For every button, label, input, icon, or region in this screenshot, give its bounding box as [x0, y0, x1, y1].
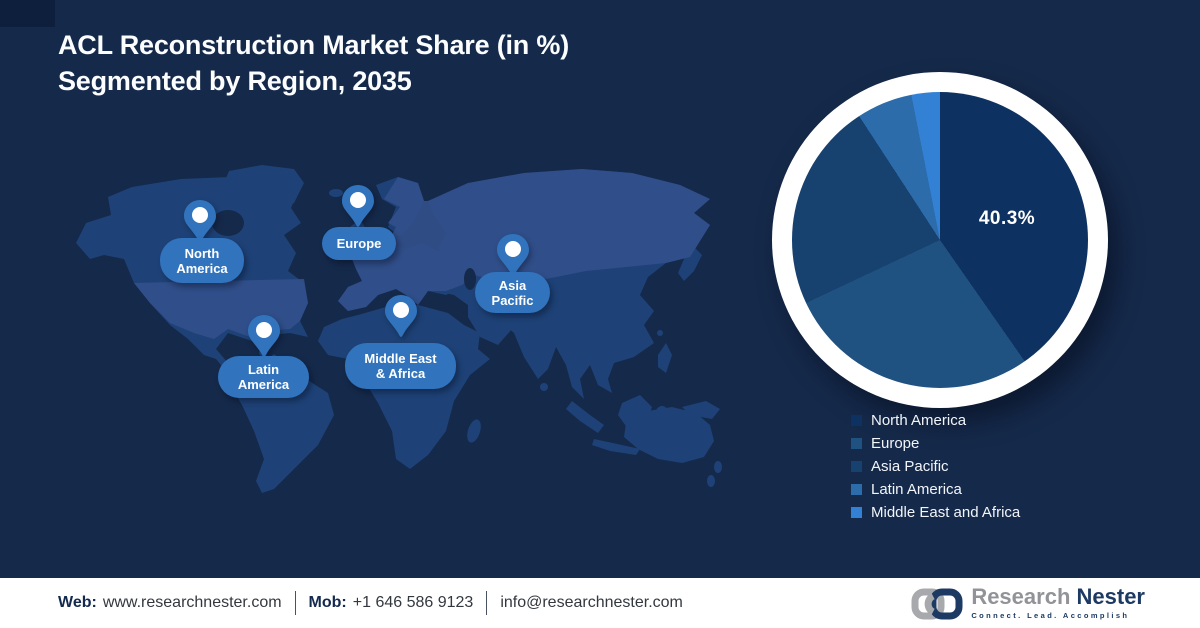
- legend-swatch-middle-east-africa: [851, 507, 862, 518]
- region-label-middle-east-africa: Middle East & Africa: [345, 343, 456, 389]
- pin-north-america: [184, 200, 216, 242]
- map-new-zealand-north: [714, 461, 722, 473]
- map-sumatra: [566, 401, 604, 433]
- region-label-latin-america: Latin America: [218, 356, 309, 398]
- logo-text-nester: Nester: [1076, 584, 1145, 609]
- legend-item-middle-east-africa: Middle East and Africa: [851, 505, 1020, 520]
- separator: [294, 591, 296, 615]
- pin-europe: [342, 185, 374, 227]
- mob-value: +1 646 586 9123: [352, 594, 474, 611]
- legend-label: North America: [871, 412, 967, 429]
- separator: [486, 591, 488, 615]
- map-japan: [678, 247, 702, 281]
- title-line-2: Segmented by Region, 2035: [58, 66, 412, 96]
- map-taiwan: [657, 330, 663, 336]
- legend-item-north-america: North America: [851, 413, 1020, 428]
- legend-label: Asia Pacific: [871, 458, 949, 475]
- contact-info: Web: www.researchnester.com Mob: +1 646 …: [58, 591, 683, 615]
- pie-chart-ring: [772, 72, 1108, 408]
- web-value: www.researchnester.com: [102, 594, 282, 611]
- legend-item-asia-pacific: Asia Pacific: [851, 459, 1020, 474]
- map-new-zealand-south: [707, 475, 715, 487]
- map-australia: [624, 407, 714, 463]
- logo-tagline: Connect. Lead. Accomplish: [971, 611, 1130, 620]
- logo-text-research: Research: [971, 584, 1071, 609]
- map-south-america: [230, 369, 334, 493]
- region-label-asia-pacific: Asia Pacific: [475, 272, 550, 313]
- map-caspian-sea: [464, 268, 476, 290]
- legend-swatch-asia-pacific: [851, 461, 862, 472]
- page-title: ACL Reconstruction Market Share (in %) S…: [58, 27, 569, 99]
- footer-bar: Web: www.researchnester.com Mob: +1 646 …: [0, 578, 1200, 628]
- legend-item-latin-america: Latin America: [851, 482, 1020, 497]
- map-sri-lanka: [540, 383, 548, 391]
- legend-item-europe: Europe: [851, 436, 1020, 451]
- map-java: [592, 439, 640, 455]
- logo-links-icon: [911, 588, 963, 620]
- pie: [792, 92, 1088, 388]
- legend-swatch-europe: [851, 438, 862, 449]
- region-label-north-america: North America: [160, 238, 244, 283]
- map-madagascar: [467, 419, 481, 443]
- logo-text: Research Nester Connect. Lead. Accomplis…: [971, 584, 1145, 621]
- chart-legend: North America Europe Asia Pacific Latin …: [851, 413, 1020, 528]
- pin-asia-pacific: [497, 234, 529, 276]
- corner-accent: [0, 0, 55, 27]
- legend-label: Middle East and Africa: [871, 504, 1021, 521]
- title-line-1: ACL Reconstruction Market Share (in %): [58, 30, 569, 60]
- pie-slice-value-label: 40.3%: [978, 208, 1036, 229]
- legend-label: Latin America: [871, 481, 962, 498]
- web-label: Web:: [58, 594, 97, 611]
- region-label-europe: Europe: [322, 227, 396, 260]
- legend-swatch-latin-america: [851, 484, 862, 495]
- map-iceland: [329, 189, 343, 197]
- legend-swatch-north-america: [851, 415, 862, 426]
- research-nester-logo: Research Nester Connect. Lead. Accomplis…: [911, 586, 1145, 621]
- pin-middle-east-africa: [385, 295, 417, 337]
- email-value: info@researchnester.com: [500, 594, 683, 611]
- legend-label: Europe: [871, 435, 920, 452]
- map-hudson-bay: [212, 210, 244, 236]
- mob-label: Mob:: [308, 594, 347, 611]
- pin-latin-america: [248, 315, 280, 357]
- map-philippines: [658, 343, 672, 373]
